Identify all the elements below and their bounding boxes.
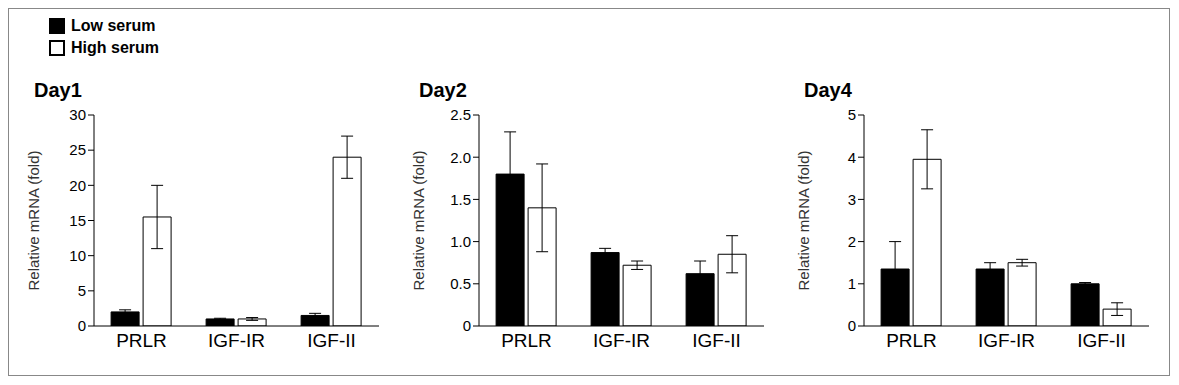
svg-text:PRLR: PRLR xyxy=(886,330,937,351)
svg-text:Relative mRNA (fold): Relative mRNA (fold) xyxy=(410,150,427,290)
svg-text:5: 5 xyxy=(848,106,856,123)
svg-text:PRLR: PRLR xyxy=(116,330,167,351)
svg-text:Relative mRNA (fold): Relative mRNA (fold) xyxy=(795,150,812,290)
svg-text:2.0: 2.0 xyxy=(450,149,471,166)
svg-text:1: 1 xyxy=(848,275,856,292)
html-text:Low serum: Low serum xyxy=(71,17,156,34)
svg-text:5: 5 xyxy=(78,282,86,299)
svg-text:IGF-II: IGF-II xyxy=(307,330,356,351)
svg-text:Relative mRNA (fold): Relative mRNA (fold) xyxy=(25,150,42,290)
html-text:Day2: Day2 xyxy=(419,79,467,101)
svg-text:1.5: 1.5 xyxy=(450,191,471,208)
svg-text:IGF-II: IGF-II xyxy=(1077,330,1126,351)
svg-text:1.0: 1.0 xyxy=(450,233,471,250)
html-text:High serum: High serum xyxy=(71,39,159,56)
svg-text:4: 4 xyxy=(848,149,856,166)
svg-text:10: 10 xyxy=(69,247,86,264)
svg-text:2: 2 xyxy=(848,233,856,250)
html-text:Day4: Day4 xyxy=(804,79,852,101)
svg-text:0.5: 0.5 xyxy=(450,275,471,292)
svg-text:30: 30 xyxy=(69,106,86,123)
svg-text:PRLR: PRLR xyxy=(501,330,552,351)
svg-text:20: 20 xyxy=(69,177,86,194)
svg-text:25: 25 xyxy=(69,141,86,158)
svg-text:15: 15 xyxy=(69,212,86,229)
svg-text:2.5: 2.5 xyxy=(450,106,471,123)
svg-text:0: 0 xyxy=(848,317,856,334)
svg-text:0: 0 xyxy=(463,317,471,334)
svg-text:IGF-II: IGF-II xyxy=(692,330,741,351)
svg-text:IGF-IR: IGF-IR xyxy=(593,330,650,351)
svg-text:IGF-IR: IGF-IR xyxy=(208,330,265,351)
html-text:Day1: Day1 xyxy=(34,79,82,101)
svg-text:3: 3 xyxy=(848,191,856,208)
svg-text:IGF-IR: IGF-IR xyxy=(978,330,1035,351)
svg-text:0: 0 xyxy=(78,317,86,334)
